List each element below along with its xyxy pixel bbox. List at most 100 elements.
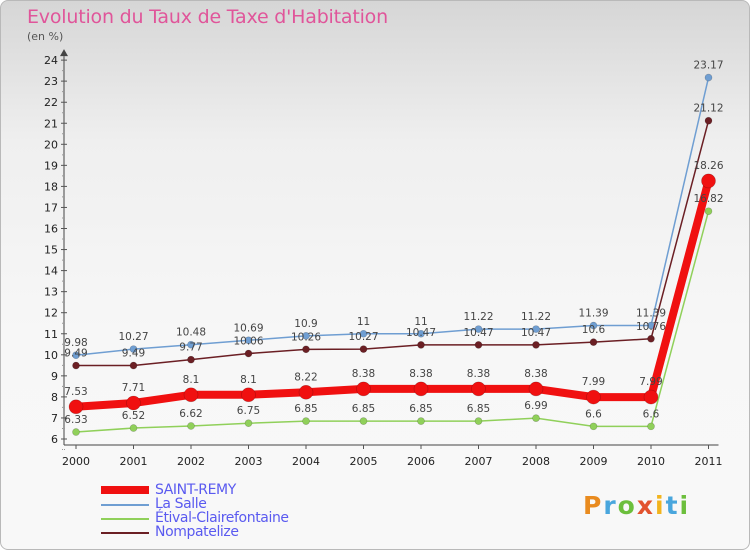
- data-label-saint-remy: 8.38: [524, 368, 547, 380]
- data-point-nompatelize: [129, 361, 138, 370]
- data-label-nompatelize: 9.49: [122, 348, 145, 360]
- y-tick-label: 12: [44, 307, 58, 320]
- data-label-la-salle: 23.17: [693, 60, 723, 72]
- legend-label-la-salle: La Salle: [155, 496, 207, 512]
- data-point-etival-clairefontaine: [704, 207, 713, 216]
- data-label-nompatelize: 10.47: [463, 327, 493, 339]
- y-tick-label: 19: [44, 159, 58, 172]
- data-label-la-salle: 11.22: [463, 311, 493, 323]
- y-tick-label: 18: [44, 180, 58, 193]
- data-label-saint-remy: 8.38: [467, 368, 490, 380]
- chart-data-labels: 9.98 10.27 10.48 10.69 10.9 11 11 11.22 11.22 11.…: [64, 60, 724, 426]
- data-point-etival-clairefontaine: [187, 422, 195, 430]
- data-point-la-salle: [72, 351, 80, 360]
- x-tick-label: 2007: [465, 455, 493, 468]
- y-tick-label: 15: [44, 244, 58, 257]
- data-label-etival-clairefontaine: 6.33: [64, 414, 87, 426]
- data-point-nompatelize: [359, 345, 368, 353]
- data-point-nompatelize: [704, 116, 713, 125]
- data-point-la-salle: [589, 321, 598, 330]
- series-line-saint-remy: [72, 176, 713, 411]
- y-tick-label: 16: [44, 223, 58, 236]
- series-line-etival-clairefontaine: [75, 210, 710, 433]
- data-point-nompatelize: [302, 345, 310, 354]
- y-tick-label: 11: [44, 328, 58, 341]
- data-label-saint-remy: 7.71: [122, 382, 145, 394]
- data-point-la-salle: [129, 345, 138, 353]
- x-tick-label: 2004: [292, 455, 320, 468]
- x-tick-label: 2009: [580, 455, 608, 468]
- y-tick-label: 8: [51, 391, 58, 404]
- data-label-saint-remy: 18.26: [693, 160, 723, 172]
- data-label-la-salle: 11.22: [521, 311, 551, 323]
- y-tick-label: 13: [44, 286, 58, 299]
- data-label-la-salle: 11: [357, 316, 370, 328]
- data-label-la-salle: 11: [414, 316, 427, 328]
- legend-swatch-saint-remy: [101, 486, 149, 494]
- y-tick-label: 14: [44, 265, 58, 278]
- y-tick-label: 17: [44, 201, 58, 214]
- y-tick-label: 22: [44, 96, 58, 109]
- y-tick-label: 6: [51, 433, 58, 446]
- data-point-saint-remy: [413, 381, 429, 397]
- data-label-la-salle: 10.48: [176, 327, 206, 339]
- data-label-la-salle: 10.27: [118, 331, 148, 343]
- data-point-saint-remy: [471, 381, 486, 397]
- chart-series: [68, 73, 716, 436]
- chart-title: Evolution du Taux de Taxe d'Habitation: [27, 6, 388, 28]
- data-label-etival-clairefontaine: 6.85: [294, 403, 317, 415]
- data-label-saint-remy: 7.99: [639, 376, 662, 388]
- data-point-saint-remy: [241, 387, 256, 403]
- data-label-etival-clairefontaine: 6.75: [237, 405, 260, 417]
- data-label-la-salle: 11.39: [578, 308, 608, 320]
- x-tick-label: 2001: [120, 455, 148, 468]
- data-point-etival-clairefontaine: [532, 414, 540, 422]
- data-point-saint-remy: [126, 395, 141, 411]
- data-point-nompatelize: [647, 335, 655, 343]
- data-label-saint-remy: 8.38: [409, 368, 432, 380]
- data-label-etival-clairefontaine: 6.52: [122, 410, 145, 422]
- data-point-saint-remy: [68, 399, 84, 415]
- data-point-nompatelize: [474, 341, 483, 349]
- x-tick-label: 2000: [62, 455, 90, 468]
- data-label-nompatelize: 10.47: [521, 327, 551, 339]
- data-label-nompatelize: 9.77: [179, 342, 202, 354]
- data-label-etival-clairefontaine: 16.82: [693, 193, 723, 205]
- data-point-saint-remy: [356, 381, 371, 397]
- data-point-la-salle: [187, 340, 195, 349]
- data-label-saint-remy: 8.1: [240, 374, 257, 386]
- data-point-nompatelize: [589, 338, 598, 346]
- data-point-saint-remy: [643, 389, 659, 405]
- x-tick-label: 2010: [637, 455, 665, 468]
- data-point-etival-clairefontaine: [647, 422, 655, 431]
- y-tick-label: 9: [51, 370, 58, 383]
- data-label-saint-remy: 8.38: [352, 368, 375, 380]
- data-point-saint-remy: [701, 173, 716, 189]
- x-tick-label: 2005: [350, 455, 378, 468]
- data-point-etival-clairefontaine: [302, 417, 310, 425]
- data-label-etival-clairefontaine: 6.6: [585, 408, 602, 420]
- data-point-saint-remy: [183, 387, 199, 403]
- data-point-la-salle: [359, 329, 368, 338]
- series-line-la-salle: [75, 76, 710, 356]
- y-tick-label: 21: [44, 117, 58, 130]
- data-label-etival-clairefontaine: 6.62: [179, 408, 202, 420]
- y-tick-label: 24: [44, 54, 58, 67]
- data-point-saint-remy: [528, 381, 544, 397]
- chart-unit-label: (en %): [27, 30, 64, 43]
- data-label-etival-clairefontaine: 6.85: [467, 403, 490, 415]
- data-label-saint-remy: 8.22: [294, 371, 317, 383]
- legend-label-etival: Étival-Clairefontaine: [155, 510, 289, 526]
- x-tick-label: 2003: [235, 455, 263, 468]
- legend-label-saint-remy: SAINT-REMY: [155, 482, 236, 498]
- data-point-la-salle: [302, 332, 310, 340]
- data-point-nompatelize: [187, 355, 195, 364]
- y-tick-label: 20: [44, 138, 58, 151]
- x-tick-label: 2002: [177, 455, 205, 468]
- data-label-nompatelize: 21.12: [693, 103, 723, 115]
- x-tick-label: 2006: [407, 455, 435, 468]
- data-label-nompatelize: 10.26: [291, 331, 321, 343]
- data-label-etival-clairefontaine: 6.99: [524, 400, 547, 412]
